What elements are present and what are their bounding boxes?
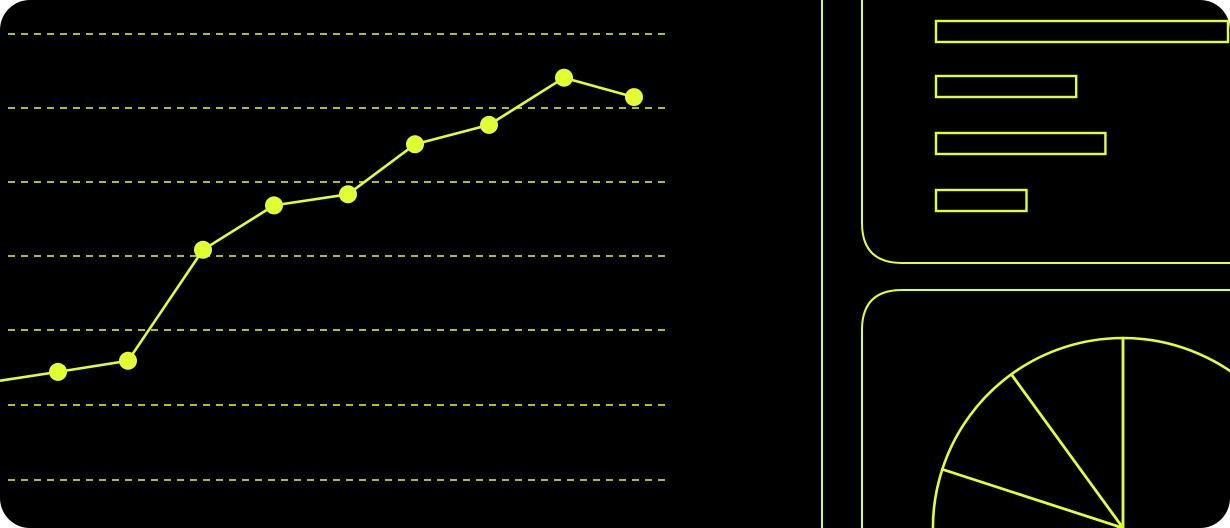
bar-chart bbox=[934, 19, 1230, 213]
data-point-9 bbox=[625, 88, 643, 107]
panel-frames bbox=[821, 0, 1230, 528]
pie-slice-1 bbox=[1121, 336, 1230, 528]
line-series bbox=[0, 76, 635, 383]
line-chart bbox=[0, 68, 643, 383]
bar-panel-frame bbox=[861, 0, 1230, 264]
data-point-4 bbox=[265, 196, 283, 215]
data-point-3 bbox=[194, 240, 212, 259]
pie-chart bbox=[931, 336, 1230, 528]
data-point-5 bbox=[339, 185, 357, 204]
pie-panel-frame bbox=[861, 289, 1230, 528]
data-point-6 bbox=[406, 135, 424, 154]
pie-slice-3 bbox=[931, 468, 1125, 528]
data-point-1 bbox=[49, 362, 67, 381]
data-point-2 bbox=[119, 351, 137, 370]
bar-3 bbox=[934, 131, 1107, 156]
pie-slice-4 bbox=[941, 373, 1125, 528]
data-point-8 bbox=[555, 68, 573, 87]
data-point-7 bbox=[480, 115, 498, 134]
bar-2 bbox=[934, 74, 1078, 99]
line-chart-gridlines bbox=[8, 33, 670, 481]
pie-slice-5 bbox=[1010, 336, 1125, 528]
bar-1 bbox=[934, 19, 1230, 44]
bar-4 bbox=[934, 188, 1028, 213]
